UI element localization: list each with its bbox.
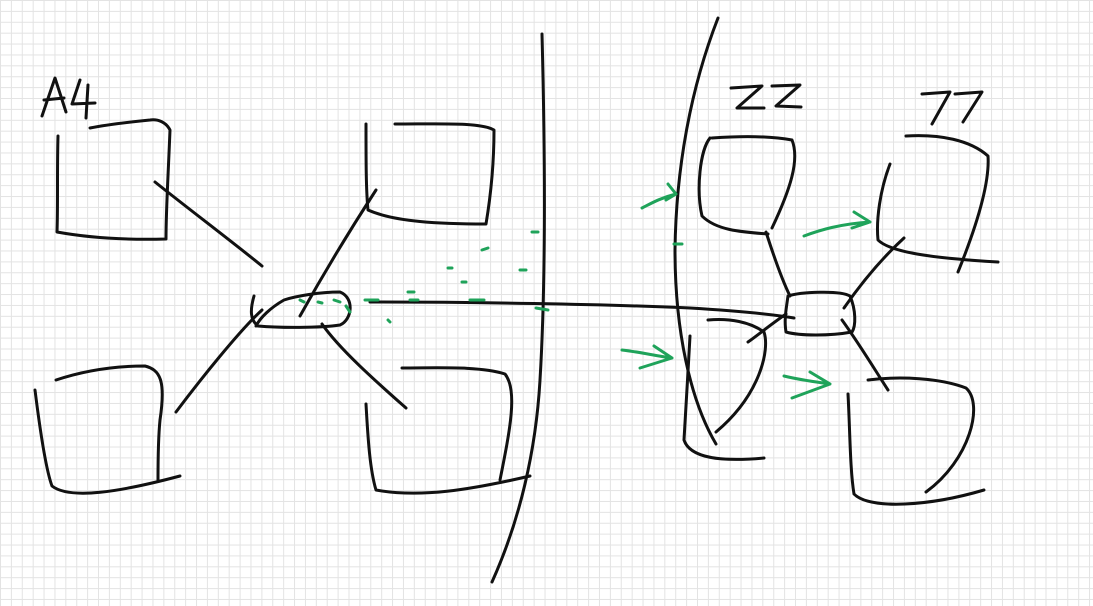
node-box-lower-left [682, 318, 768, 461]
right-cluster [682, 134, 1000, 506]
edge-hub-77 [842, 236, 906, 310]
edge-hub-lowerleft [746, 312, 788, 344]
label-zz [729, 83, 803, 110]
node-box-bottom-right [364, 366, 532, 495]
arrow-lower-right [782, 370, 832, 400]
dotted-trace [298, 230, 684, 324]
edge-hub-bottomright [320, 322, 408, 410]
divider-left [490, 32, 546, 584]
hub-node [249, 290, 352, 329]
edge-hub-lowerright [840, 318, 890, 392]
node-box-zz [697, 135, 797, 236]
node-box-top-right [364, 122, 496, 226]
edge-hub-topright [298, 188, 378, 318]
hub-node-right [783, 290, 857, 337]
edge-hub-zz [764, 230, 792, 298]
arrow-zz-1 [640, 182, 678, 210]
left-cluster [33, 118, 532, 495]
node-box-77 [876, 134, 1000, 274]
node-box-lower-right [846, 376, 986, 506]
green-annotations [298, 182, 872, 400]
edge-hub-topleft [153, 180, 264, 268]
label-a4 [40, 76, 97, 120]
arrow-lower-left [620, 344, 674, 370]
divider-right [673, 16, 720, 446]
node-box-top-left [55, 118, 172, 241]
arrow-zz-2 [802, 210, 872, 238]
connector-line [368, 300, 796, 320]
label-77 [920, 90, 984, 126]
edge-hub-bottomleft [174, 308, 264, 414]
node-box-bottom-left [33, 364, 182, 495]
